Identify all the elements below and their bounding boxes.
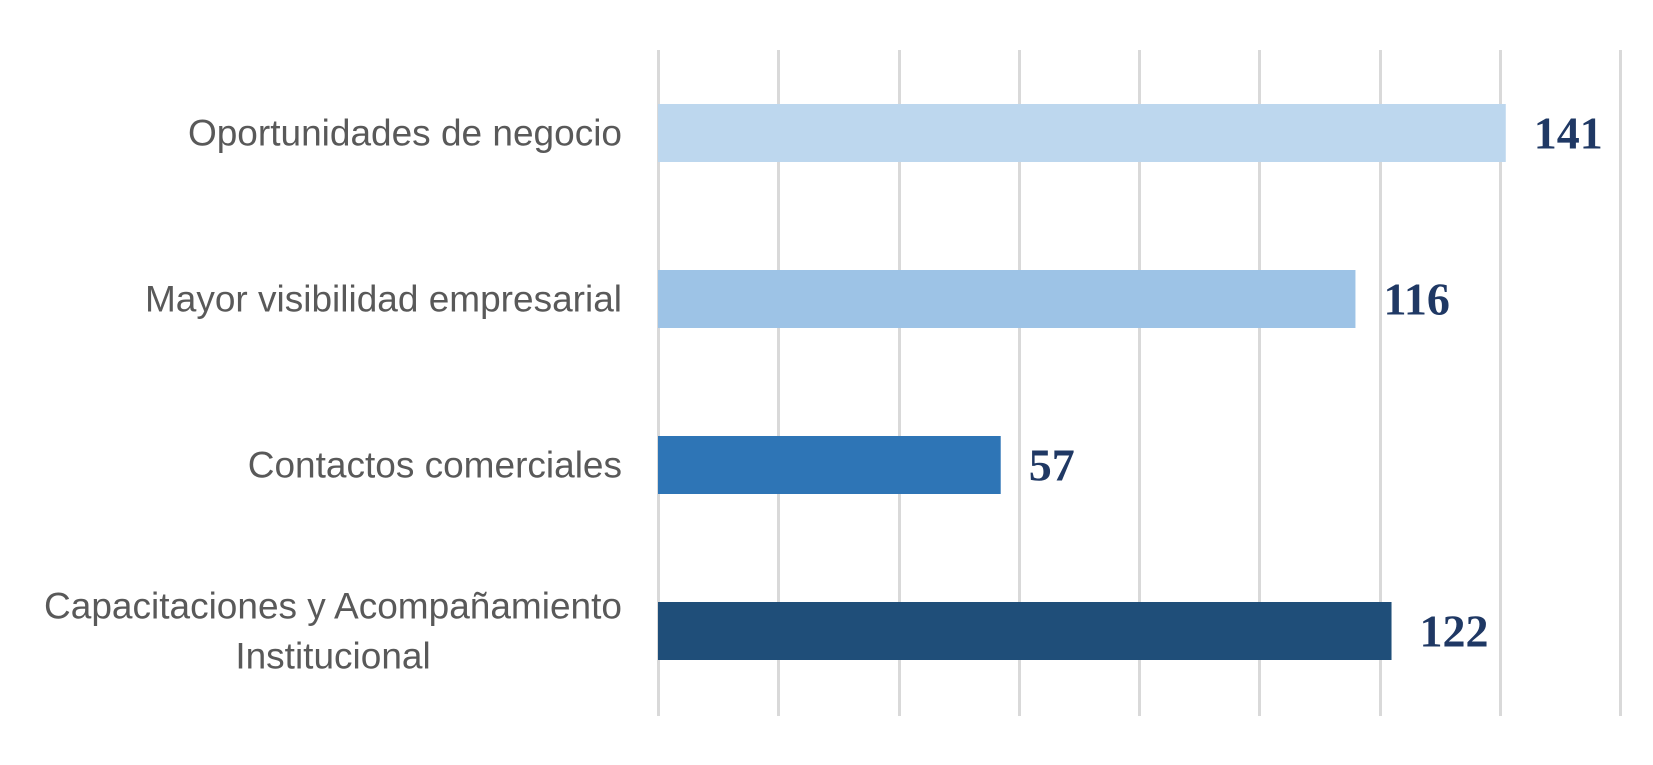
category-label: Contactos comerciales xyxy=(248,445,622,486)
data-label: 122 xyxy=(1420,606,1489,657)
category-label-line: Capacitaciones y Acompañamiento xyxy=(44,586,622,627)
data-label: 141 xyxy=(1534,108,1603,159)
category-label: Oportunidades de negocio xyxy=(188,113,622,154)
category-label: Mayor visibilidad empresarial xyxy=(145,279,622,320)
data-label: 116 xyxy=(1383,274,1449,325)
category-label-line: Institucional xyxy=(235,636,430,677)
bars xyxy=(658,104,1506,660)
bar xyxy=(658,436,1001,494)
bar xyxy=(658,602,1392,660)
data-label: 57 xyxy=(1029,440,1075,491)
category-label: Capacitaciones y Acompañamiento Instituci… xyxy=(44,586,622,677)
bar xyxy=(658,270,1356,328)
data-labels: 141 116 57 122 xyxy=(1029,108,1603,657)
bar xyxy=(658,104,1506,162)
category-labels: Oportunidades de negocio Mayor visibilida… xyxy=(44,113,622,677)
